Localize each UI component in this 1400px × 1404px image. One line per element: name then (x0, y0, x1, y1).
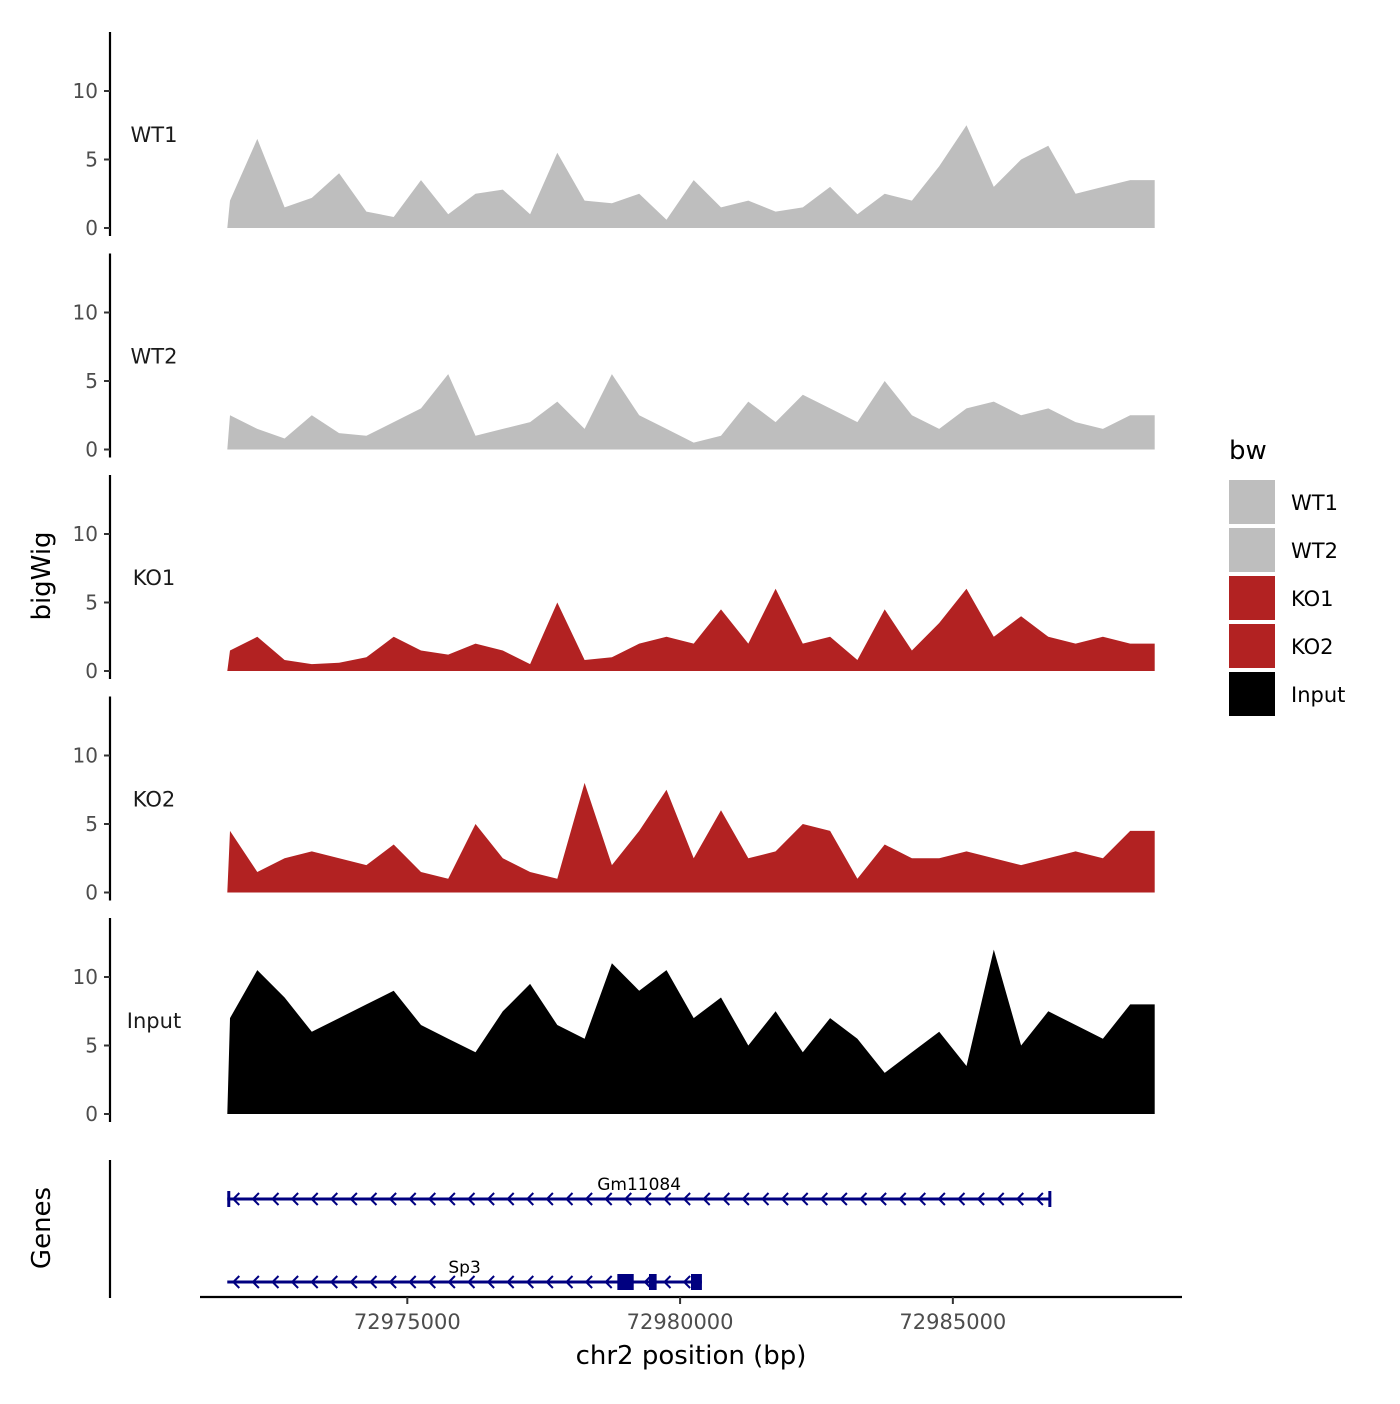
y-tick-label: 5 (85, 591, 98, 615)
y-tick-label: 10 (73, 79, 98, 103)
y-tick-label: 5 (85, 1034, 98, 1058)
area-input (227, 949, 1155, 1114)
strand-arrows-sp3 (231, 1275, 691, 1289)
y-tick-label: 5 (85, 148, 98, 172)
x-tick-label: 72985000 (899, 1310, 1006, 1334)
exon-sp3 (648, 1274, 657, 1290)
track-label-input: Input (127, 1009, 181, 1033)
y-tick-label: 0 (85, 216, 98, 240)
y-tick-label: 10 (73, 522, 98, 546)
track-label-ko1: KO1 (133, 566, 176, 590)
y-tick-label: 10 (73, 965, 98, 989)
area-wt1 (227, 125, 1155, 228)
track-label-wt1: WT1 (131, 123, 178, 147)
area-ko1 (227, 588, 1155, 671)
x-axis-title: chr2 position (bp) (576, 1341, 807, 1371)
track-label-ko2: KO2 (133, 788, 176, 812)
legend-label-ko2: KO2 (1291, 635, 1334, 659)
y-tick-label: 0 (85, 659, 98, 683)
legend-swatch-ko2 (1229, 624, 1275, 668)
legend-swatch-wt2 (1229, 528, 1275, 572)
exon-gm11084 (1048, 1191, 1052, 1207)
exon-sp3 (691, 1274, 702, 1290)
legend-swatch-input (1229, 672, 1275, 716)
exon-gm11084 (227, 1191, 231, 1207)
gene-label-gm11084: Gm11084 (597, 1175, 681, 1195)
y-tick-label: 0 (85, 881, 98, 905)
y-tick-label: 10 (73, 744, 98, 768)
legend-label-wt1: WT1 (1291, 491, 1338, 515)
legend-title: bw (1229, 436, 1267, 466)
genes-track-title: Genes (27, 1187, 57, 1269)
y-axis-title: bigWig (27, 531, 57, 620)
exon-sp3 (617, 1274, 634, 1290)
y-tick-label: 5 (85, 369, 98, 393)
legend-label-input: Input (1291, 683, 1345, 707)
x-tick-label: 72980000 (627, 1310, 734, 1334)
y-tick-label: 10 (73, 301, 98, 325)
legend-swatch-wt1 (1229, 480, 1275, 524)
strand-arrows-gm11084 (231, 1192, 1044, 1206)
y-tick-label: 5 (85, 812, 98, 836)
y-tick-label: 0 (85, 1102, 98, 1126)
area-wt2 (227, 374, 1155, 450)
legend-swatch-ko1 (1229, 576, 1275, 620)
x-tick-label: 72975000 (354, 1310, 461, 1334)
y-tick-label: 0 (85, 438, 98, 462)
area-ko2 (227, 782, 1155, 893)
gene-label-sp3: Sp3 (448, 1258, 480, 1278)
track-label-wt2: WT2 (131, 345, 178, 369)
legend-label-ko1: KO1 (1291, 587, 1334, 611)
legend-label-wt2: WT2 (1291, 539, 1338, 563)
